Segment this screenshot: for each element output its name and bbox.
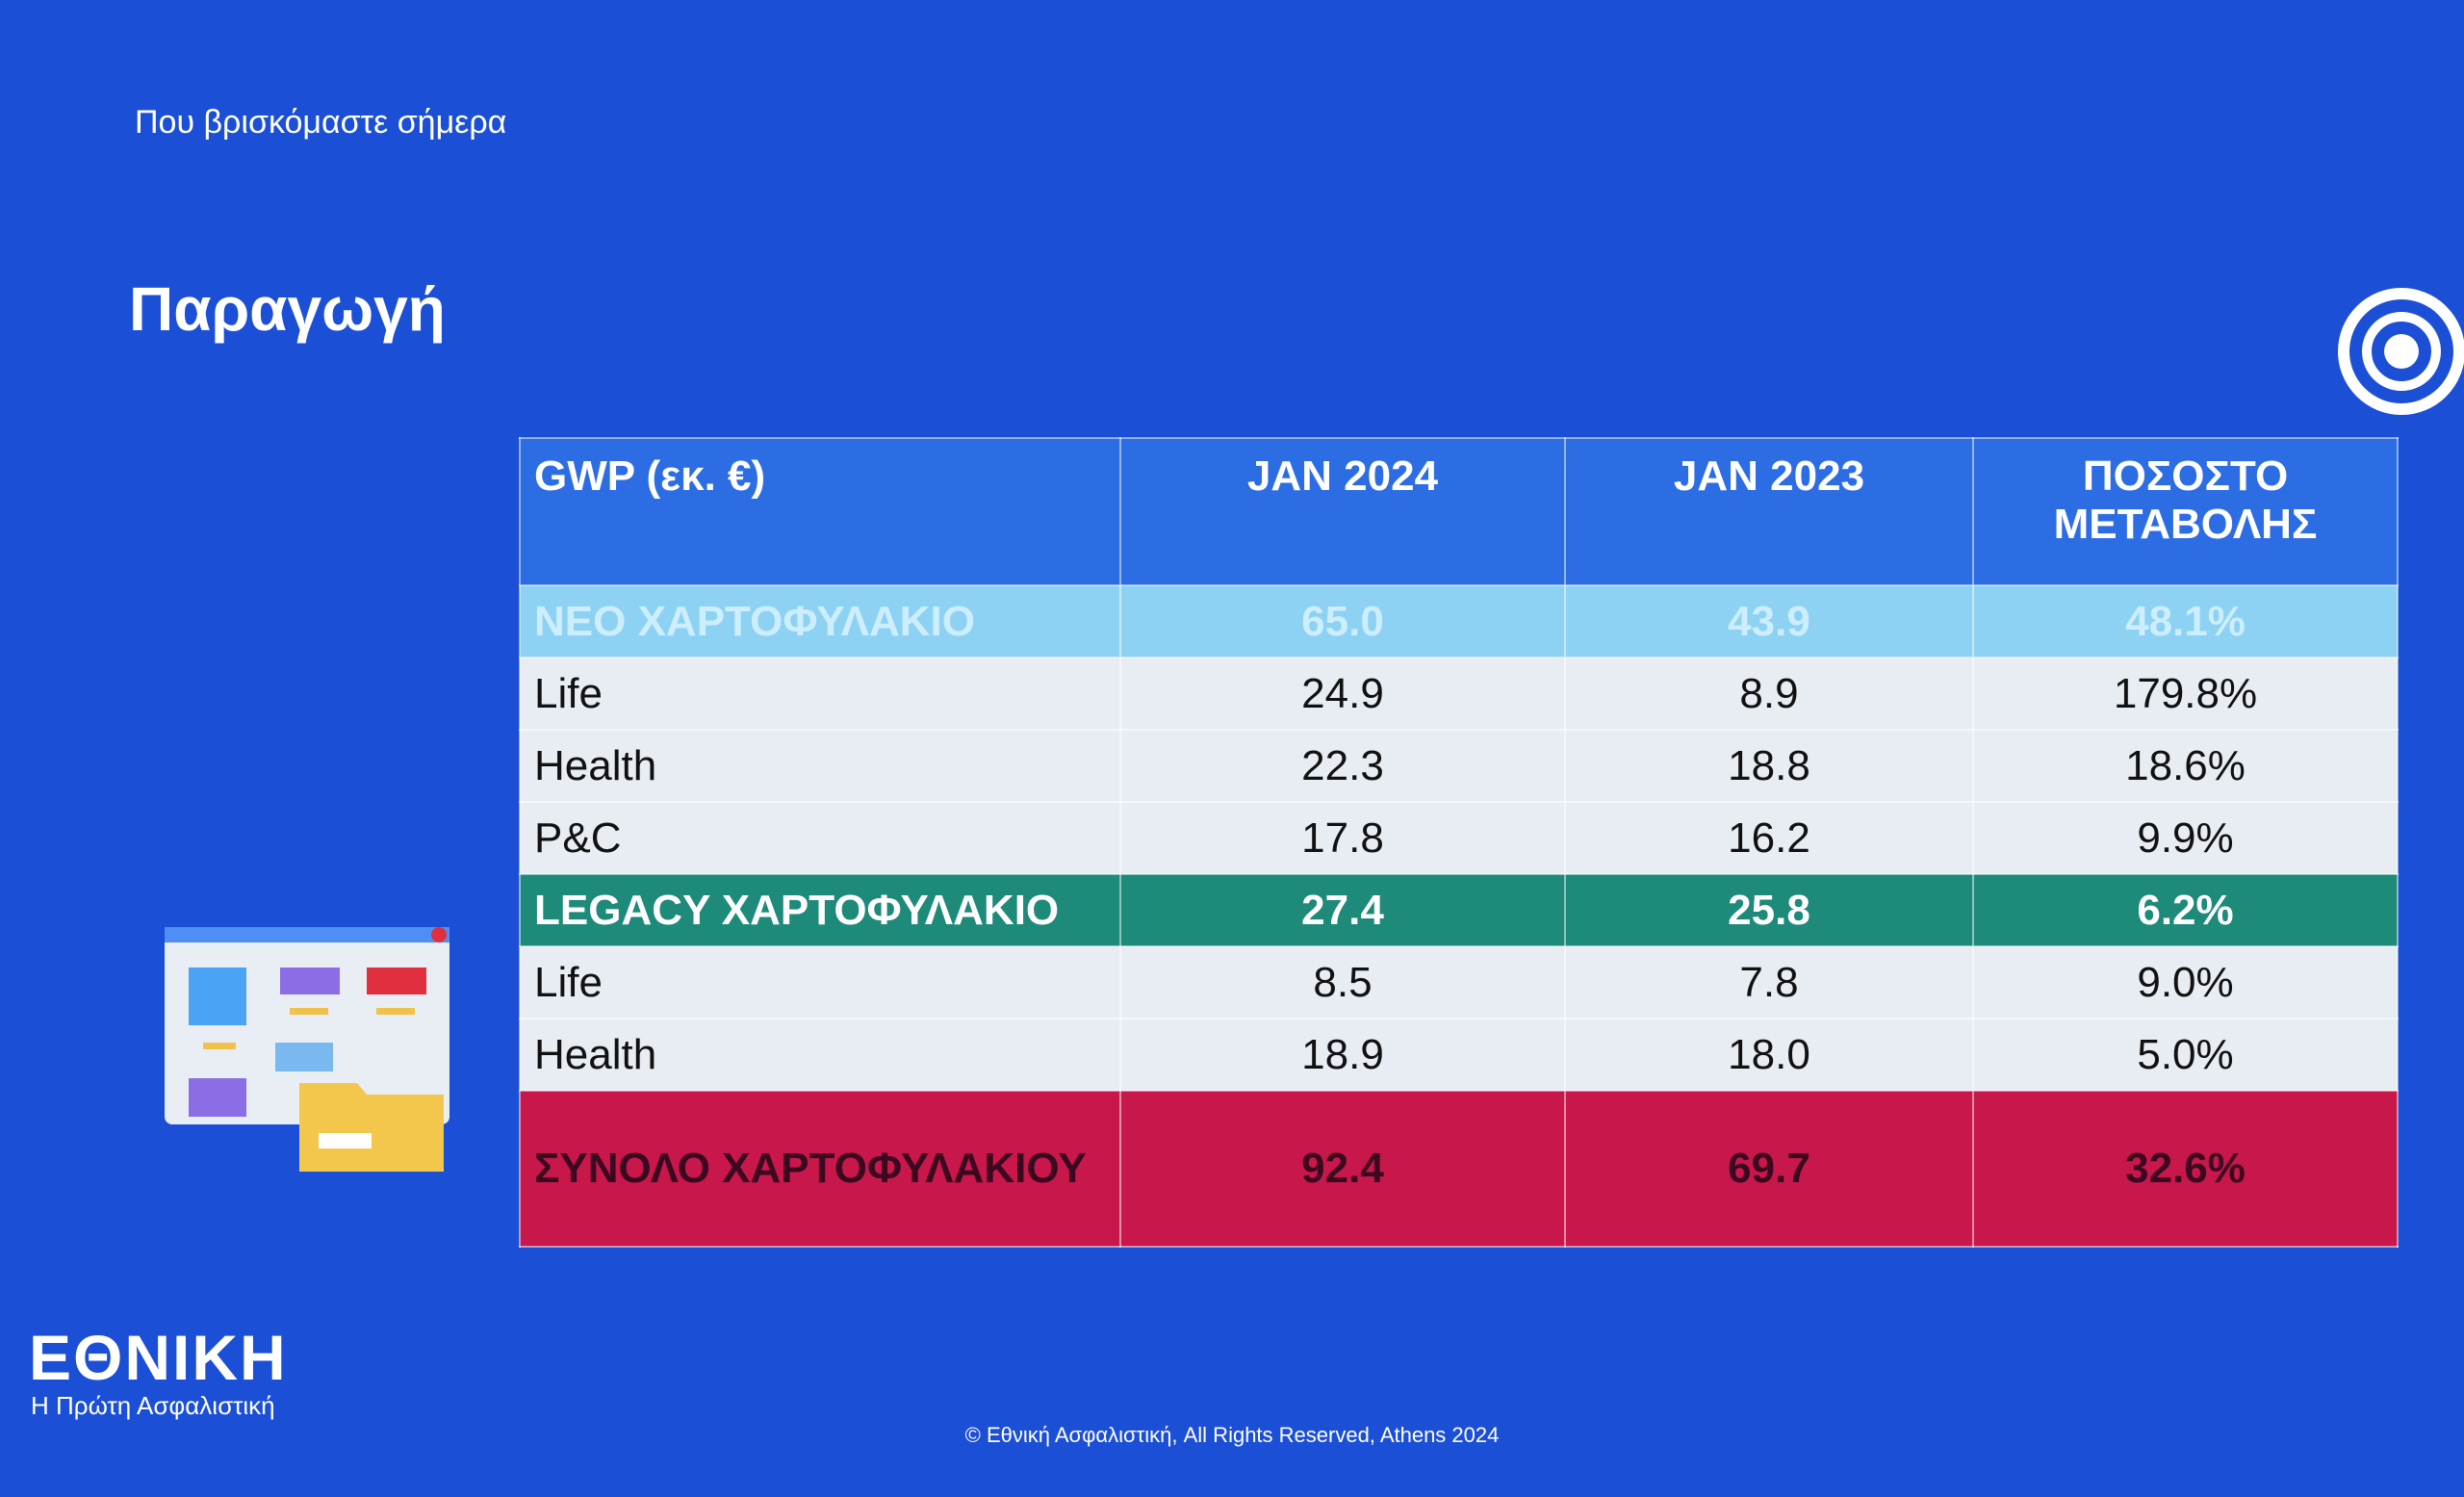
value-cell: 27.4 <box>1119 873 1566 947</box>
header-cell: ΠΟΣΟΣΤΟ ΜΕΤΑΒΟΛΗΣ <box>1972 437 2399 586</box>
subtitle: Που βρισκόμαστε σήμερα <box>135 104 507 141</box>
value-cell: 48.1% <box>1972 584 2399 658</box>
header-cell: GWP (εκ. €) <box>519 437 1121 586</box>
label-cell: ΝΕΟ ΧΑΡΤΟΦΥΛΑΚΙΟ <box>519 584 1121 658</box>
value-cell: 179.8% <box>1972 657 2399 731</box>
value-cell: 92.4 <box>1119 1090 1566 1248</box>
value-cell: 9.0% <box>1972 945 2399 1020</box>
table-row: ΝΕΟ ΧΑΡΤΟΦΥΛΑΚΙΟ 65.0 43.9 48.1% <box>519 584 2399 658</box>
label-cell: Life <box>519 657 1121 731</box>
logo: ΕΘΝΙΚΗ <box>29 1322 288 1393</box>
table-row: Life 8.5 7.8 9.0% <box>519 945 2399 1020</box>
title: Παραγωγή <box>129 274 446 344</box>
value-cell: 18.0 <box>1564 1018 1974 1092</box>
value-cell: 7.8 <box>1564 945 1974 1020</box>
header-cell: JAN 2024 <box>1119 437 1566 586</box>
header-cell: JAN 2023 <box>1564 437 1974 586</box>
value-cell: 22.3 <box>1119 729 1566 803</box>
logo-tagline: Η Πρώτη Ασφαλιστική <box>31 1391 275 1420</box>
label-cell: Health <box>519 729 1121 803</box>
value-cell: 65.0 <box>1119 584 1566 658</box>
value-cell: 8.5 <box>1119 945 1566 1020</box>
value-cell: 43.9 <box>1564 584 1974 658</box>
folder-illustration <box>165 927 449 1172</box>
value-cell: 32.6% <box>1972 1090 2399 1248</box>
target-icon <box>2338 288 2464 415</box>
table-row: LEGACY ΧΑΡΤΟΦΥΛΑΚΙΟ 27.4 25.8 6.2% <box>519 873 2399 947</box>
value-cell: 17.8 <box>1119 801 1566 875</box>
table-row: Life 24.9 8.9 179.8% <box>519 657 2399 731</box>
table-row: P&C 17.8 16.2 9.9% <box>519 801 2399 875</box>
value-cell: 16.2 <box>1564 801 1974 875</box>
label-cell: Life <box>519 945 1121 1020</box>
value-cell: 18.9 <box>1119 1018 1566 1092</box>
value-cell: 69.7 <box>1564 1090 1974 1248</box>
table-row: Health 18.9 18.0 5.0% <box>519 1018 2399 1092</box>
value-cell: 6.2% <box>1972 873 2399 947</box>
header-row: GWP (εκ. €) JAN 2024 JAN 2023 ΠΟΣΟΣΤΟ ΜΕΤΑΒ… <box>519 437 2399 586</box>
table-row: Health 22.3 18.8 18.6% <box>519 729 2399 803</box>
table-row: ΣΥΝΟΛΟ ΧΑΡΤΟΦΥΛΑΚΙΟΥ 92.4 69.7 32.6% <box>519 1090 2399 1248</box>
value-cell: 9.9% <box>1972 801 2399 875</box>
label-cell: LEGACY ΧΑΡΤΟΦΥΛΑΚΙΟ <box>519 873 1121 947</box>
label-cell: P&C <box>519 801 1121 875</box>
value-cell: 18.8 <box>1564 729 1974 803</box>
value-cell: 5.0% <box>1972 1018 2399 1092</box>
value-cell: 24.9 <box>1119 657 1566 731</box>
production-table: GWP (εκ. €) JAN 2024 JAN 2023 ΠΟΣΟΣΤΟ ΜΕΤΑΒ… <box>519 437 2399 1248</box>
footer: © Εθνική Ασφαλιστική, All Rights Reserve… <box>964 1423 1500 1447</box>
value-cell: 25.8 <box>1564 873 1974 947</box>
label-cell: ΣΥΝΟΛΟ ΧΑΡΤΟΦΥΛΑΚΙΟΥ <box>519 1090 1121 1248</box>
value-cell: 8.9 <box>1564 657 1974 731</box>
value-cell: 18.6% <box>1972 729 2399 803</box>
label-cell: Health <box>519 1018 1121 1092</box>
